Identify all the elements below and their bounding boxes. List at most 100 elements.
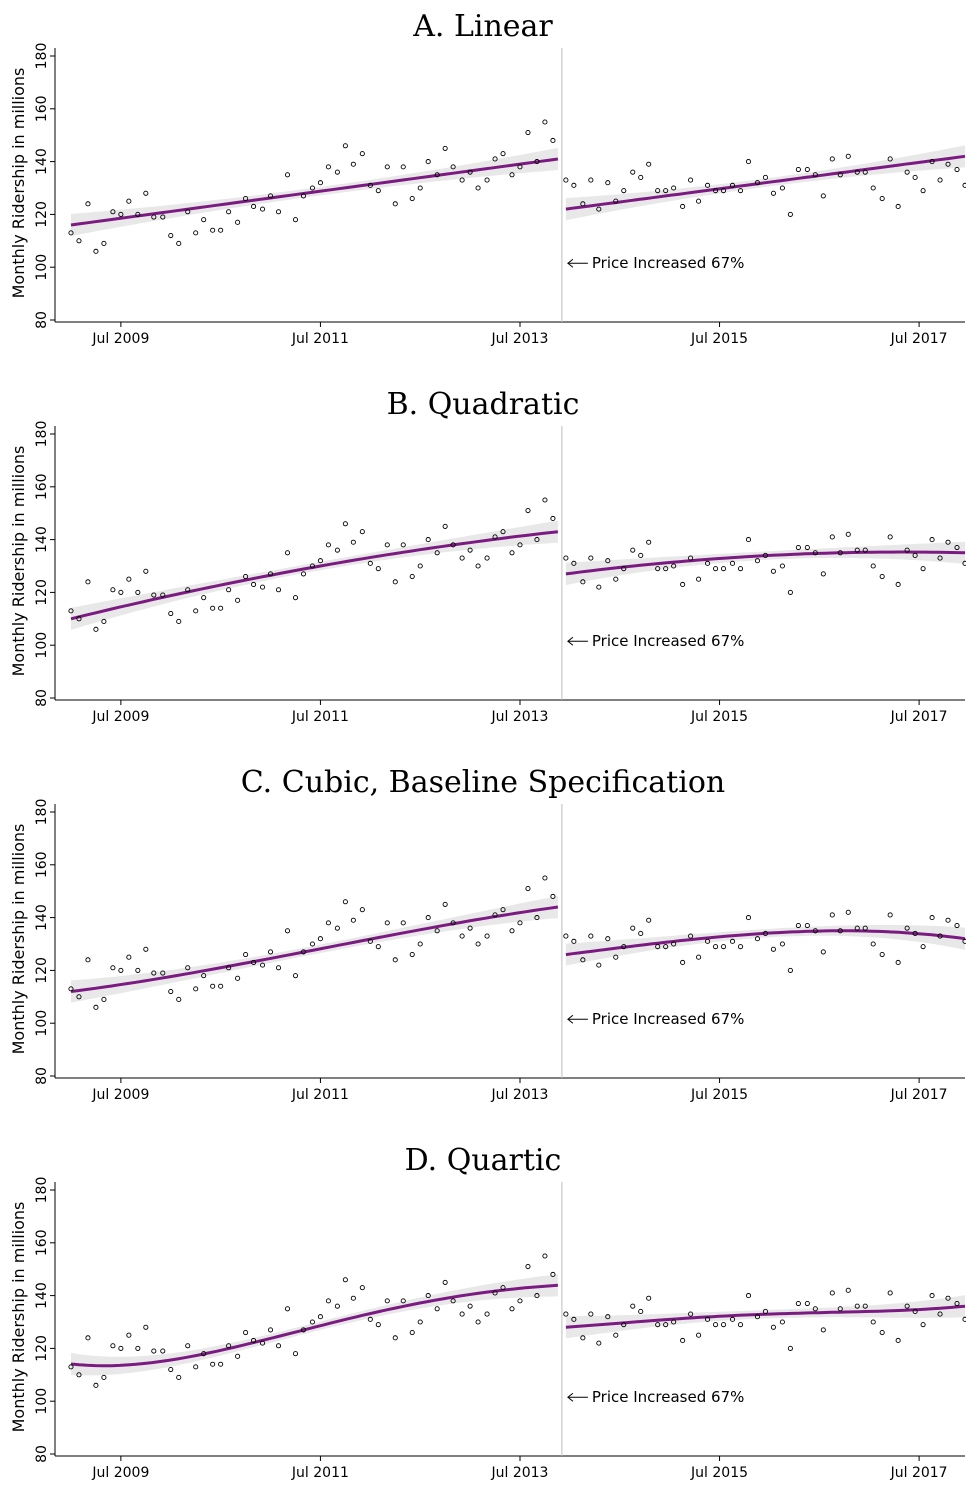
data-point bbox=[845, 909, 851, 915]
data-point bbox=[160, 214, 166, 220]
data-point bbox=[442, 145, 448, 151]
data-point bbox=[85, 1335, 91, 1341]
data-point bbox=[275, 965, 282, 971]
data-point bbox=[525, 130, 531, 136]
data-point bbox=[68, 986, 74, 992]
data-point bbox=[713, 944, 719, 950]
data-point bbox=[904, 925, 910, 931]
data-point bbox=[680, 581, 686, 588]
data-point bbox=[862, 547, 868, 553]
data-point bbox=[101, 618, 107, 624]
y-axis-label: Monthly Ridership in millions bbox=[9, 824, 28, 1055]
data-point bbox=[135, 211, 141, 217]
data-point bbox=[260, 206, 266, 212]
data-point bbox=[168, 1366, 174, 1373]
data-point bbox=[93, 1004, 99, 1010]
data-point bbox=[534, 1293, 540, 1299]
data-point bbox=[475, 1319, 481, 1325]
data-point bbox=[920, 566, 926, 572]
x-tick-label: Jul 2013 bbox=[490, 1465, 548, 1481]
data-point bbox=[588, 933, 594, 939]
data-point bbox=[804, 922, 810, 929]
data-point bbox=[101, 240, 107, 246]
data-point bbox=[300, 949, 307, 955]
y-tick-label: 120 bbox=[34, 957, 50, 984]
data-point bbox=[630, 169, 636, 175]
data-point bbox=[375, 566, 381, 572]
data-point bbox=[737, 188, 744, 194]
data-point bbox=[110, 587, 116, 593]
data-point bbox=[110, 1343, 116, 1349]
data-point bbox=[879, 1330, 885, 1336]
data-point bbox=[110, 965, 116, 971]
y-tick-label: 180 bbox=[34, 799, 50, 826]
data-point bbox=[787, 967, 793, 973]
y-tick-label: 140 bbox=[34, 1282, 50, 1309]
annotation-arrow-head bbox=[567, 1392, 574, 1402]
data-point bbox=[779, 185, 785, 191]
y-tick-label: 100 bbox=[34, 254, 50, 281]
data-point bbox=[820, 571, 826, 577]
data-point bbox=[525, 508, 531, 514]
data-point bbox=[517, 1298, 523, 1304]
data-point bbox=[713, 566, 719, 572]
y-tick-label: 100 bbox=[34, 632, 50, 659]
data-point bbox=[929, 537, 935, 543]
data-point bbox=[517, 542, 523, 548]
data-point bbox=[484, 1311, 490, 1317]
data-point bbox=[143, 190, 149, 196]
data-point bbox=[210, 983, 216, 989]
data-point bbox=[795, 166, 801, 173]
data-point bbox=[962, 1316, 966, 1322]
data-point bbox=[284, 1306, 291, 1312]
data-point bbox=[300, 1327, 307, 1333]
data-point bbox=[705, 938, 711, 944]
data-point bbox=[235, 975, 241, 981]
data-point bbox=[887, 912, 893, 918]
data-point bbox=[309, 185, 315, 191]
data-point bbox=[912, 552, 918, 558]
data-point bbox=[638, 930, 644, 936]
data-point bbox=[887, 156, 893, 162]
data-point bbox=[563, 177, 569, 183]
data-point bbox=[534, 915, 540, 921]
data-point bbox=[375, 188, 381, 194]
data-point bbox=[334, 169, 340, 175]
data-point bbox=[688, 177, 694, 183]
fit-line-post bbox=[565, 154, 966, 211]
data-point bbox=[812, 928, 818, 934]
y-tick-label: 160 bbox=[34, 95, 50, 122]
data-point bbox=[400, 920, 406, 926]
x-tick-label: Jul 2013 bbox=[490, 331, 548, 347]
data-point bbox=[434, 550, 440, 556]
data-point bbox=[870, 185, 876, 191]
data-point bbox=[962, 560, 966, 566]
data-point bbox=[920, 188, 926, 194]
data-point bbox=[571, 560, 577, 566]
data-point bbox=[954, 922, 960, 929]
data-point bbox=[945, 917, 951, 923]
data-point bbox=[176, 618, 182, 624]
data-point bbox=[696, 576, 702, 582]
data-point bbox=[845, 1287, 851, 1293]
data-point bbox=[904, 169, 910, 175]
data-point bbox=[795, 544, 801, 551]
data-point bbox=[671, 1319, 677, 1325]
data-point bbox=[680, 203, 686, 210]
x-tick-label: Jul 2011 bbox=[291, 1465, 349, 1481]
data-point bbox=[621, 1322, 627, 1328]
data-point bbox=[434, 928, 440, 934]
y-tick-label: 180 bbox=[34, 43, 50, 70]
x-tick-label: Jul 2013 bbox=[490, 1087, 548, 1103]
data-point bbox=[210, 227, 216, 233]
data-point bbox=[350, 161, 356, 167]
data-point bbox=[334, 547, 340, 553]
data-point bbox=[571, 938, 577, 944]
data-point bbox=[638, 1308, 644, 1314]
data-point bbox=[812, 172, 818, 178]
data-point bbox=[292, 1351, 299, 1357]
data-point bbox=[76, 994, 82, 1000]
data-point bbox=[729, 182, 736, 188]
x-tick-label: Jul 2013 bbox=[490, 709, 548, 725]
data-point bbox=[945, 539, 951, 545]
